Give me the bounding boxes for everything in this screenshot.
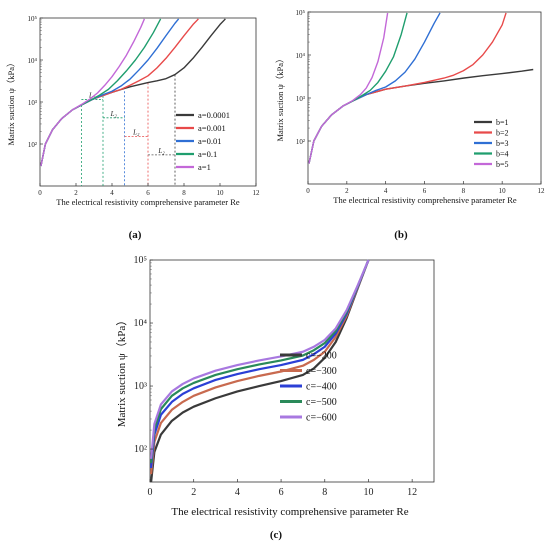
y-tick-label: 10⁴: [296, 52, 306, 60]
x-tick-label: 8: [462, 187, 466, 195]
y-tick-label: 10³: [134, 381, 147, 392]
x-tick-label: 12: [407, 487, 417, 498]
y-tick-label: 10²: [296, 138, 305, 146]
x-tick-label: 2: [345, 187, 349, 195]
legend-label: c=−600: [306, 413, 337, 424]
legend-label: a=1: [198, 162, 211, 172]
x-ticks-c: 0 2 4 6 8 10 12: [148, 479, 417, 498]
legend-label: b=3: [496, 139, 509, 148]
x-tick-label: 2: [191, 487, 196, 498]
series-line-2: [308, 12, 507, 164]
x-tick-label: 8: [182, 189, 186, 197]
series-line-5: [40, 18, 146, 167]
y-axis-label-c: Matrix suction ψ（kPa）: [115, 315, 128, 428]
x-tick-label: 10: [217, 189, 225, 197]
series-group-a: [40, 18, 226, 167]
span-label: L₂: [157, 147, 165, 155]
chart-panel-a: L₂ L₂ L₂ L₂ 0 2 4 6 8 10 12 10² 10³ 10⁴ 10⁵ The elec…: [6, 15, 260, 241]
series-line-3: [40, 18, 180, 167]
legend-label: b=5: [496, 160, 509, 169]
y-tick-label: 10³: [28, 99, 37, 107]
x-tick-label: 0: [306, 187, 310, 195]
legend-label: c=−500: [306, 397, 337, 408]
series-line-4: [40, 18, 162, 167]
legend-label: a=0.01: [198, 136, 221, 146]
legend-label: c=−400: [306, 382, 337, 393]
series-line-4: [149, 259, 370, 464]
x-tick-label: 6: [279, 487, 284, 498]
y-axis-label-b: Matrix suction ψ（kPa）: [275, 54, 285, 141]
y-ticks-b: 10² 10³ 10⁴ 10⁵: [296, 9, 311, 146]
x-ticks-b: 0 2 4 6 8 10 12: [306, 181, 545, 195]
plot-frame-c: [149, 259, 435, 483]
legend-label: c=−300: [306, 366, 337, 377]
x-tick-label: 10: [363, 487, 373, 498]
legend-b: b=1b=2 b=3b=4 b=5: [474, 118, 509, 169]
y-ticks-c: 10² 10³ 10⁴ 10⁵: [134, 255, 153, 455]
panel-caption-b: (b): [394, 229, 408, 241]
y-tick-label: 10⁴: [134, 318, 148, 329]
x-tick-label: 4: [235, 487, 240, 498]
y-tick-label: 10⁵: [134, 255, 148, 266]
span-label: L₂: [132, 129, 140, 137]
series-line-3: [308, 12, 441, 164]
plot-frame-a: [39, 17, 257, 187]
series-line-5: [149, 259, 370, 459]
y-tick-label: 10⁵: [296, 9, 306, 17]
y-tick-label: 10²: [134, 444, 147, 455]
legend-label: b=2: [496, 128, 509, 137]
legend-c: c=−200 c=−300 c=−400 c=−500 c=−600: [280, 351, 337, 424]
legend-label: b=4: [496, 149, 509, 158]
x-tick-label: 4: [384, 187, 388, 195]
series-group-b: [308, 12, 534, 164]
series-line-3: [149, 259, 370, 469]
span-label: L₂: [110, 110, 118, 118]
series-group-c: [149, 259, 370, 483]
x-tick-label: 6: [423, 187, 427, 195]
x-tick-label: 12: [253, 189, 261, 197]
series-line-1: [149, 259, 370, 483]
series-line-2: [149, 259, 370, 475]
legend-label: a=0.001: [198, 123, 226, 133]
x-tick-label: 4: [110, 189, 114, 197]
x-tick-label: 6: [146, 189, 150, 197]
span-label: L₂: [88, 91, 96, 99]
x-tick-label: 8: [322, 487, 327, 498]
series-line-5: [308, 12, 389, 164]
chart-panel-b: 0 2 4 6 8 10 12 10² 10³ 10⁴ 10⁵ The electrical re…: [275, 9, 545, 241]
x-axis-label-b: The electrical resistivity comprehensive…: [333, 195, 517, 205]
x-tick-label: 0: [38, 189, 42, 197]
x-tick-label: 0: [148, 487, 153, 498]
panel-caption-a: (a): [129, 229, 142, 241]
y-tick-label: 10⁴: [28, 57, 38, 65]
x-ticks-a: 0 2 4 6 8 10 12: [38, 183, 260, 197]
y-axis-label-a: Matrix suction ψ（kPa）: [6, 58, 16, 145]
chart-panel-c: 0 2 4 6 8 10 12 10² 10³ 10⁴ 10⁵ The electrical re…: [115, 255, 435, 541]
panel-caption-c: (c): [270, 529, 283, 541]
legend-label: a=0.0001: [198, 110, 230, 120]
x-axis-label-c: The electrical resistivity comprehensive…: [171, 506, 408, 518]
legend-label: a=0.1: [198, 149, 217, 159]
x-axis-label-a: The electrical resistivity comprehensive…: [56, 197, 240, 207]
x-tick-label: 12: [538, 187, 546, 195]
legend-label: c=−200: [306, 351, 337, 362]
x-tick-label: 10: [499, 187, 507, 195]
y-tick-label: 10²: [28, 141, 37, 149]
x-tick-label: 2: [74, 189, 78, 197]
legend-label: b=1: [496, 118, 509, 127]
y-ticks-a: 10² 10³ 10⁴ 10⁵: [28, 15, 43, 149]
y-tick-label: 10³: [296, 95, 305, 103]
grid-annotations-a: L₂ L₂ L₂ L₂: [81, 74, 176, 186]
legend-a: a=0.0001 a=0.001 a=0.01 a=0.1 a=1: [176, 110, 230, 172]
y-tick-label: 10⁵: [28, 15, 38, 23]
